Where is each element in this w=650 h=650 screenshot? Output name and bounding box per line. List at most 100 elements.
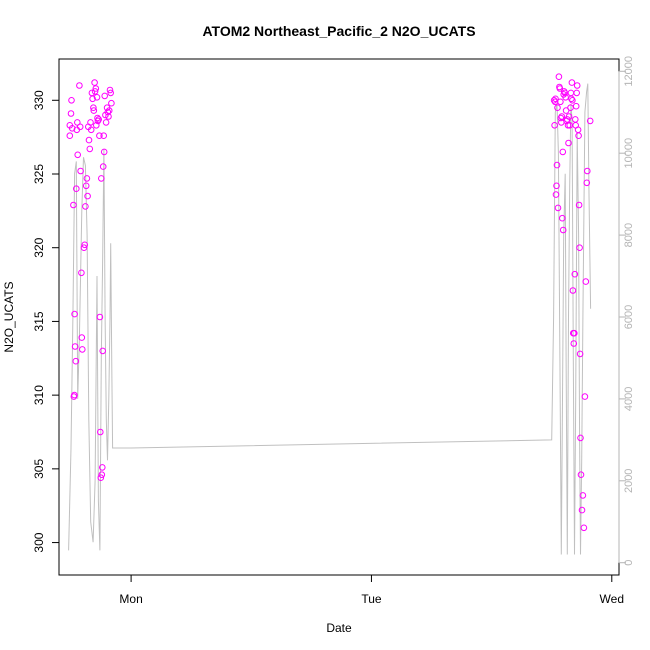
- n2o-point: [68, 97, 75, 104]
- n2o-point: [89, 95, 96, 103]
- n2o-point: [70, 201, 77, 209]
- n2o-point: [554, 204, 562, 212]
- n2o-point: [565, 113, 573, 120]
- right-tick-label: 10000: [623, 138, 635, 169]
- n2o-point: [66, 132, 74, 139]
- n2o-point: [571, 270, 579, 278]
- n2o-point: [575, 201, 583, 209]
- y-tick-label: 305: [32, 459, 46, 479]
- n2o-point: [577, 471, 585, 479]
- n2o-point: [92, 85, 100, 92]
- y-tick-label: 310: [32, 385, 46, 405]
- n2o-point: [80, 244, 88, 251]
- n2o-point: [554, 104, 561, 111]
- n2o-point: [108, 99, 115, 107]
- n2o-point: [100, 132, 107, 139]
- n2o-point: [559, 148, 567, 156]
- n2o-point: [83, 175, 91, 182]
- n2o-point: [101, 92, 108, 100]
- chart-title: ATOM2 Northeast_Pacific_2 N2O_UCATS: [202, 23, 475, 39]
- right-tick-label: 6000: [623, 305, 635, 329]
- n2o-point: [579, 492, 587, 499]
- n2o-point: [73, 185, 80, 192]
- n2o-point: [99, 163, 107, 170]
- n2o-point: [583, 179, 591, 187]
- n2o-point: [78, 269, 85, 277]
- n2o-point: [568, 95, 575, 103]
- n2o-point: [90, 107, 98, 114]
- n2o-point: [87, 126, 95, 134]
- n2o-point: [551, 122, 558, 129]
- n2o-point: [552, 95, 559, 103]
- n2o-point: [582, 278, 590, 285]
- n2o-point: [97, 474, 105, 482]
- n2o-point: [553, 161, 561, 169]
- right-tick-label: 0: [623, 560, 635, 566]
- right-tick-label: 2000: [623, 469, 635, 493]
- n2o-point: [105, 107, 113, 114]
- n2o-point: [552, 191, 560, 198]
- n2o-point: [78, 334, 86, 341]
- n2o-point: [77, 167, 84, 175]
- x-axis-label: Date: [326, 621, 352, 635]
- n2o-point: [98, 175, 105, 182]
- n2o-point: [573, 89, 581, 97]
- n2o-point: [550, 97, 558, 104]
- n2o-point: [95, 116, 102, 123]
- n2o-point: [99, 464, 106, 471]
- n2o-point: [577, 434, 584, 442]
- n2o-point: [81, 241, 88, 249]
- x-tick-label: Wed: [600, 592, 624, 606]
- n2o-point: [82, 203, 89, 210]
- n2o-point: [94, 114, 101, 122]
- n2o-point: [68, 125, 76, 132]
- n2o-point: [574, 126, 582, 134]
- n2o-point: [581, 393, 589, 400]
- n2o-point: [106, 86, 114, 94]
- x-tick-label: Mon: [119, 592, 142, 606]
- n2o-point: [557, 114, 565, 122]
- n2o-point: [79, 346, 86, 353]
- n2o-point: [559, 214, 566, 222]
- n2o-point: [559, 226, 567, 234]
- y-tick-label: 320: [32, 237, 46, 257]
- x-tick-label: Tue: [361, 592, 382, 606]
- right-tick-label: 8000: [623, 223, 635, 247]
- n2o-point: [569, 97, 576, 104]
- n2o-point: [86, 145, 94, 153]
- y-tick-label: 330: [32, 90, 46, 110]
- n2o-point: [568, 79, 576, 86]
- altitude-line: [68, 83, 592, 555]
- n2o-point: [553, 182, 560, 190]
- n2o-point: [572, 116, 579, 123]
- n2o-point: [93, 122, 100, 129]
- n2o-point: [562, 94, 569, 101]
- n2o-point: [71, 310, 78, 318]
- n2o-point: [97, 428, 104, 436]
- n2o-point: [102, 119, 110, 126]
- n2o-point: [572, 102, 580, 110]
- n2o-point: [84, 192, 91, 200]
- y-tick-label: 325: [32, 164, 46, 184]
- n2o-point: [580, 524, 588, 532]
- n2o-point: [67, 110, 75, 117]
- y-tick-label: 300: [32, 532, 46, 552]
- n2o-point: [74, 151, 81, 159]
- n2o-point: [91, 79, 98, 86]
- n2o-point: [85, 136, 93, 144]
- n2o-point-layer: [66, 73, 594, 532]
- n2o-point: [74, 119, 81, 126]
- n2o-point: [100, 148, 108, 156]
- n2o-point: [562, 107, 570, 114]
- n2o-point: [569, 287, 577, 294]
- n2o-point: [76, 123, 84, 131]
- n2o-point: [90, 104, 97, 111]
- n2o-point: [567, 89, 575, 97]
- n2o-point: [558, 113, 566, 120]
- n2o-point: [578, 506, 586, 514]
- n2o-point: [71, 391, 78, 399]
- n2o-point: [98, 471, 106, 479]
- n2o-point: [555, 73, 563, 80]
- n2o-point: [82, 182, 90, 190]
